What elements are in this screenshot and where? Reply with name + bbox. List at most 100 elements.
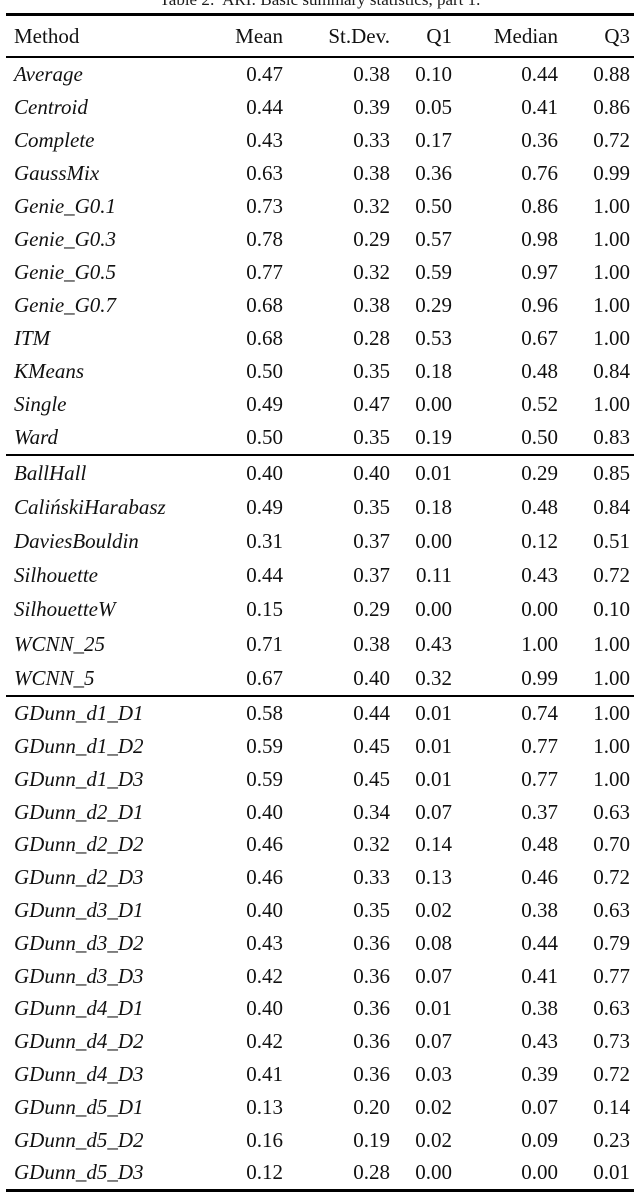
col-header-stdev: St.Dev. xyxy=(328,23,390,48)
method-cell: Genie_G0.7 xyxy=(14,293,117,317)
table-row: Average 0.47 0.38 0.10 0.44 0.88 xyxy=(6,57,634,91)
table-row: GDunn_d5_D1 0.13 0.20 0.02 0.07 0.14 xyxy=(6,1091,634,1124)
table-row: Genie_G0.1 0.73 0.32 0.50 0.86 1.00 xyxy=(6,190,634,223)
median-cell: 0.76 xyxy=(521,161,558,185)
q1-cell: 0.00 xyxy=(415,392,452,416)
q1-cell: 0.14 xyxy=(415,832,452,857)
method-cell: KMeans xyxy=(14,359,84,383)
q3-cell: 0.72 xyxy=(593,1061,630,1086)
mean-cell: 0.31 xyxy=(246,528,283,553)
median-cell: 0.41 xyxy=(521,963,558,988)
q3-cell: 0.01 xyxy=(593,1160,630,1185)
stdev-cell: 0.28 xyxy=(353,326,390,350)
q3-cell: 1.00 xyxy=(593,194,630,218)
q3-cell: 0.63 xyxy=(593,897,630,922)
stdev-cell: 0.38 xyxy=(353,161,390,185)
table-section-2: BallHall 0.40 0.40 0.01 0.29 0.85 CalińskiHara… xyxy=(6,455,634,696)
q3-cell: 1.00 xyxy=(593,392,630,416)
mean-cell: 0.13 xyxy=(246,1094,283,1119)
mean-cell: 0.43 xyxy=(246,930,283,955)
q1-cell: 0.36 xyxy=(415,161,452,185)
median-cell: 0.44 xyxy=(521,62,558,86)
q3-cell: 0.86 xyxy=(593,95,630,119)
q1-cell: 0.07 xyxy=(415,799,452,824)
q3-cell: 0.72 xyxy=(593,128,630,152)
q1-cell: 0.11 xyxy=(416,563,452,588)
median-cell: 0.98 xyxy=(521,227,558,251)
table-row: GDunn_d2_D1 0.40 0.34 0.07 0.37 0.63 xyxy=(6,796,634,829)
stdev-cell: 0.32 xyxy=(353,194,390,218)
stdev-cell: 0.40 xyxy=(353,665,390,690)
q3-cell: 0.63 xyxy=(593,996,630,1021)
table-row: KMeans 0.50 0.35 0.18 0.48 0.84 xyxy=(6,355,634,388)
method-cell: GaussMix xyxy=(14,161,100,185)
mean-cell: 0.77 xyxy=(246,260,283,284)
q1-cell: 0.18 xyxy=(415,359,452,383)
q1-cell: 0.07 xyxy=(415,963,452,988)
q1-cell: 0.03 xyxy=(415,1061,452,1086)
method-cell: Single xyxy=(14,392,67,416)
q1-cell: 0.07 xyxy=(415,1029,452,1054)
mean-cell: 0.73 xyxy=(246,194,283,218)
q3-cell: 0.51 xyxy=(593,528,630,553)
table-caption: Table 2: ARI: Basic summary statistics, … xyxy=(0,0,640,11)
median-cell: 0.44 xyxy=(521,930,558,955)
method-cell: GDunn_d5_D1 xyxy=(14,1094,144,1119)
table-row: GDunn_d4_D1 0.40 0.36 0.01 0.38 0.63 xyxy=(6,992,634,1025)
median-cell: 1.00 xyxy=(521,631,558,656)
method-cell: CalińskiHarabasz xyxy=(14,494,166,519)
method-cell: DaviesBouldin xyxy=(14,528,139,553)
q3-cell: 1.00 xyxy=(593,293,630,317)
q3-cell: 0.23 xyxy=(593,1127,630,1152)
mean-cell: 0.50 xyxy=(246,425,283,449)
table-row: Genie_G0.3 0.78 0.29 0.57 0.98 1.00 xyxy=(6,223,634,256)
stdev-cell: 0.29 xyxy=(353,227,390,251)
median-cell: 0.07 xyxy=(521,1094,558,1119)
median-cell: 0.37 xyxy=(521,799,558,824)
stdev-cell: 0.37 xyxy=(353,563,390,588)
table-row: GDunn_d1_D1 0.58 0.44 0.01 0.74 1.00 xyxy=(6,696,634,730)
method-cell: Ward xyxy=(14,425,58,449)
q3-cell: 0.14 xyxy=(593,1094,630,1119)
median-cell: 0.43 xyxy=(521,563,558,588)
q3-cell: 1.00 xyxy=(593,260,630,284)
q1-cell: 0.08 xyxy=(415,930,452,955)
method-cell: GDunn_d2_D2 xyxy=(14,832,144,857)
mean-cell: 0.47 xyxy=(246,62,283,86)
stdev-cell: 0.34 xyxy=(353,799,390,824)
table-row: GDunn_d1_D2 0.59 0.45 0.01 0.77 1.00 xyxy=(6,730,634,763)
table-row: GDunn_d5_D2 0.16 0.19 0.02 0.09 0.23 xyxy=(6,1124,634,1157)
median-cell: 0.96 xyxy=(521,293,558,317)
q1-cell: 0.13 xyxy=(415,865,452,890)
table-row: GaussMix 0.63 0.38 0.36 0.76 0.99 xyxy=(6,157,634,190)
q3-cell: 0.83 xyxy=(593,425,630,449)
method-cell: ITM xyxy=(14,326,51,350)
table-row: Silhouette 0.44 0.37 0.11 0.43 0.72 xyxy=(6,559,634,593)
mean-cell: 0.44 xyxy=(246,563,283,588)
table-row: GDunn_d4_D3 0.41 0.36 0.03 0.39 0.72 xyxy=(6,1058,634,1091)
method-cell: Centroid xyxy=(14,95,88,119)
mean-cell: 0.68 xyxy=(246,293,283,317)
stdev-cell: 0.20 xyxy=(353,1094,390,1119)
q1-cell: 0.01 xyxy=(415,734,452,758)
mean-cell: 0.58 xyxy=(246,701,283,726)
stdev-cell: 0.36 xyxy=(353,1061,390,1086)
stdev-cell: 0.38 xyxy=(353,62,390,86)
mean-cell: 0.41 xyxy=(246,1061,283,1086)
method-cell: Silhouette xyxy=(14,563,98,588)
mean-cell: 0.71 xyxy=(246,631,283,656)
mean-cell: 0.40 xyxy=(246,799,283,824)
q3-cell: 0.70 xyxy=(593,832,630,857)
stdev-cell: 0.47 xyxy=(353,392,390,416)
stdev-cell: 0.35 xyxy=(353,897,390,922)
median-cell: 0.38 xyxy=(521,996,558,1021)
table-row: Centroid 0.44 0.39 0.05 0.41 0.86 xyxy=(6,91,634,124)
mean-cell: 0.59 xyxy=(246,766,283,791)
q1-cell: 0.18 xyxy=(415,494,452,519)
stdev-cell: 0.33 xyxy=(353,128,390,152)
mean-cell: 0.42 xyxy=(246,963,283,988)
mean-cell: 0.44 xyxy=(246,95,283,119)
method-cell: Genie_G0.1 xyxy=(14,194,117,218)
stdev-cell: 0.45 xyxy=(353,766,390,791)
median-cell: 0.97 xyxy=(521,260,558,284)
